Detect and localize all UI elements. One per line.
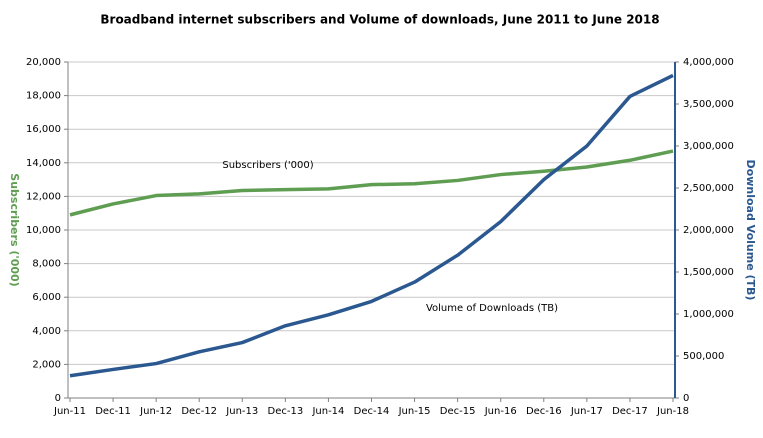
- x-tick-label: Jun-12: [139, 406, 172, 417]
- chart-title: Broadband internet subscribers and Volum…: [100, 13, 659, 27]
- y2-tick-label: 3,000,000: [683, 141, 734, 152]
- y2-tick-label: 500,000: [683, 351, 724, 362]
- y-tick-label: 8,000: [32, 259, 61, 270]
- x-tick-label: Dec-11: [95, 406, 131, 417]
- x-tick-label: Jun-16: [484, 406, 517, 417]
- y2-tick-label: 2,500,000: [683, 183, 734, 194]
- y-axis-title: Subscribers ('000): [8, 173, 21, 286]
- x-tick-label: Jun-18: [656, 406, 689, 417]
- x-tick-label: Dec-16: [526, 406, 562, 417]
- x-tick-label: Dec-13: [268, 406, 304, 417]
- y2-tick-label: 3,500,000: [683, 99, 734, 110]
- y-tick-label: 2,000: [32, 359, 61, 370]
- y2-tick-label: 4,000,000: [683, 57, 734, 68]
- x-tick-label: Dec-17: [612, 406, 648, 417]
- y-tick-label: 20,000: [26, 57, 61, 68]
- y2-tick-label: 0: [683, 393, 689, 404]
- x-tick-label: Jun-13: [225, 406, 258, 417]
- y-tick-label: 14,000: [26, 158, 61, 169]
- x-tick-label: Dec-14: [354, 406, 390, 417]
- series-line: [69, 149, 674, 217]
- x-tick-label: Dec-12: [181, 406, 217, 417]
- y2-tick-label: 2,000,000: [683, 225, 734, 236]
- x-tick-label: Jun-15: [398, 406, 431, 417]
- x-tick-label: Jun-11: [53, 406, 86, 417]
- series-label: Subscribers ('000): [222, 160, 313, 171]
- y-tick-label: 6,000: [32, 292, 61, 303]
- y-tick-label: 0: [55, 393, 61, 404]
- x-tick-label: Dec-15: [440, 406, 476, 417]
- series-line: [69, 73, 674, 378]
- y-tick-label: 12,000: [26, 191, 61, 202]
- y2-tick-label: 1,500,000: [683, 267, 734, 278]
- x-tick-label: Jun-14: [311, 406, 344, 417]
- y-tick-label: 18,000: [26, 91, 61, 102]
- y2-tick-label: 1,000,000: [683, 309, 734, 320]
- y-tick-label: 4,000: [32, 326, 61, 337]
- y2-axis-title: Download Volume (TB): [744, 160, 757, 301]
- series-label: Volume of Downloads (TB): [426, 303, 558, 314]
- x-tick-label: Jun-17: [570, 406, 603, 417]
- y-tick-label: 16,000: [26, 124, 61, 135]
- y-tick-label: 10,000: [26, 225, 61, 236]
